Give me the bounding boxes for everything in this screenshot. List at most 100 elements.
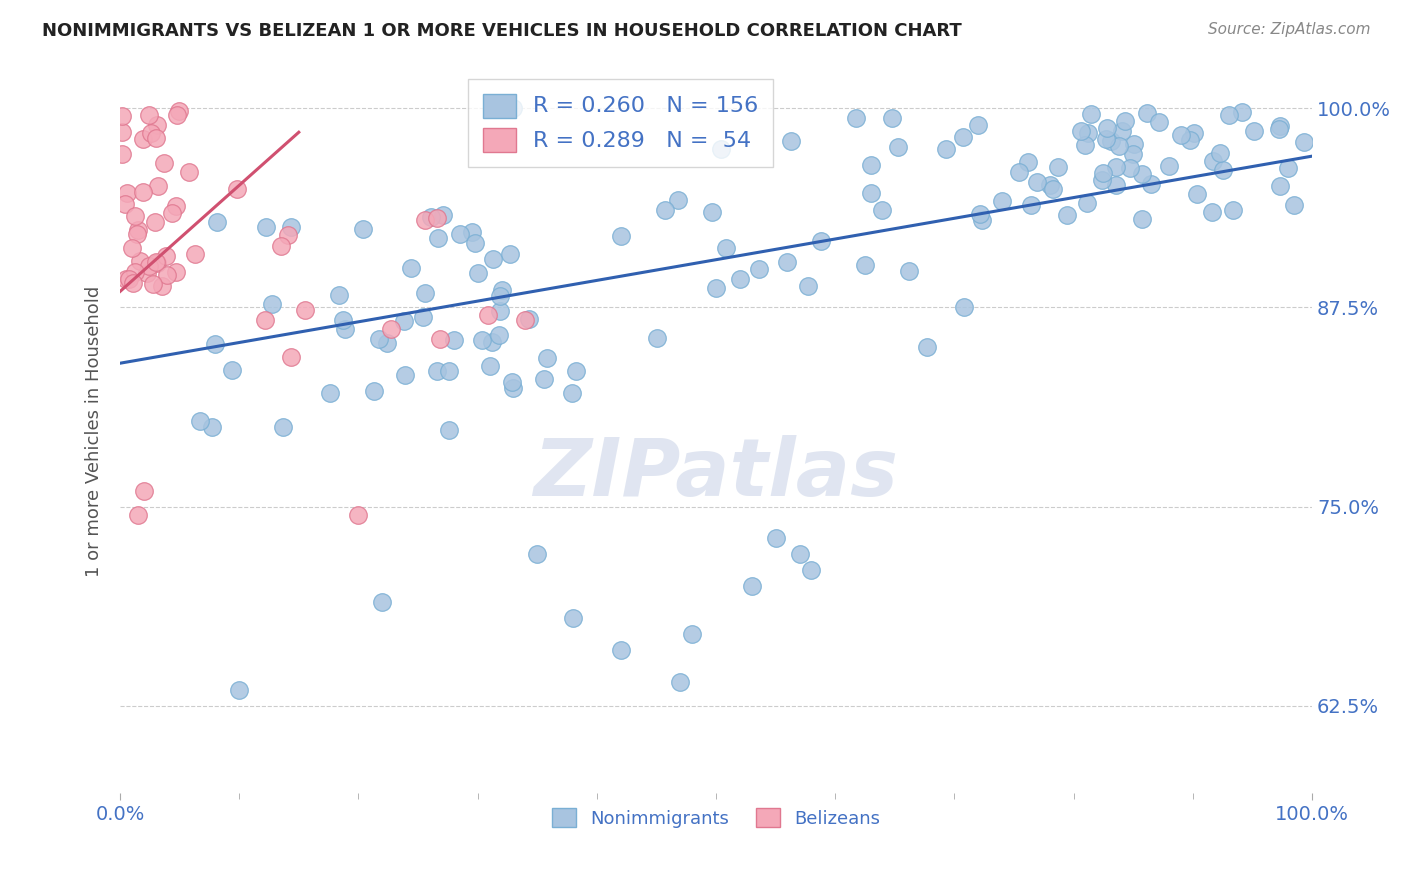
Point xyxy=(1136,106,1159,120)
Point xyxy=(1076,196,1098,211)
Point xyxy=(153,156,176,170)
Point xyxy=(127,223,149,237)
Point xyxy=(526,548,548,562)
Point xyxy=(160,206,183,220)
Point xyxy=(124,209,146,223)
Point xyxy=(970,212,993,227)
Point xyxy=(166,107,188,121)
Point xyxy=(859,158,882,172)
Point xyxy=(115,186,138,200)
Point xyxy=(367,332,389,346)
Text: Source: ZipAtlas.com: Source: ZipAtlas.com xyxy=(1208,22,1371,37)
Point xyxy=(969,207,991,221)
Point xyxy=(967,118,990,132)
Point xyxy=(1056,208,1078,222)
Point xyxy=(517,312,540,326)
Point xyxy=(666,193,689,207)
Point xyxy=(870,202,893,217)
Point xyxy=(654,202,676,217)
Point xyxy=(1095,121,1118,136)
Point xyxy=(1139,177,1161,191)
Point xyxy=(138,259,160,273)
Point xyxy=(1039,178,1062,193)
Point xyxy=(502,101,524,115)
Point xyxy=(499,247,522,261)
Point xyxy=(413,285,436,300)
Point xyxy=(127,508,149,522)
Point xyxy=(1122,146,1144,161)
Point xyxy=(1105,160,1128,174)
Point xyxy=(204,336,226,351)
Point xyxy=(669,674,692,689)
Point xyxy=(991,194,1014,209)
Point xyxy=(461,225,484,239)
Point xyxy=(443,334,465,348)
Point xyxy=(1277,161,1299,176)
Point xyxy=(482,252,505,266)
Point xyxy=(375,335,398,350)
Point xyxy=(437,423,460,437)
Point xyxy=(205,214,228,228)
Point xyxy=(132,483,155,498)
Point xyxy=(132,132,155,146)
Point xyxy=(681,627,703,641)
Point xyxy=(319,386,342,401)
Point xyxy=(917,340,939,354)
Point xyxy=(145,256,167,270)
Point xyxy=(800,563,823,577)
Point xyxy=(1218,108,1240,122)
Point xyxy=(118,271,141,285)
Point xyxy=(167,104,190,119)
Point xyxy=(1099,134,1122,148)
Point xyxy=(145,255,167,269)
Point xyxy=(426,211,449,225)
Point xyxy=(111,147,134,161)
Point xyxy=(132,185,155,199)
Point xyxy=(332,313,354,327)
Y-axis label: 1 or more Vehicles in Household: 1 or more Vehicles in Household xyxy=(86,285,103,576)
Point xyxy=(478,359,501,373)
Point xyxy=(129,254,152,268)
Point xyxy=(609,229,631,244)
Point xyxy=(150,278,173,293)
Point xyxy=(810,234,832,248)
Point xyxy=(399,261,422,276)
Point xyxy=(1294,135,1316,149)
Point xyxy=(1077,126,1099,140)
Point xyxy=(728,271,751,285)
Point xyxy=(426,231,449,245)
Point xyxy=(467,266,489,280)
Point xyxy=(114,197,136,211)
Point xyxy=(515,313,537,327)
Point xyxy=(352,222,374,236)
Point xyxy=(1111,124,1133,138)
Point xyxy=(887,140,910,154)
Point xyxy=(562,611,585,625)
Point xyxy=(561,386,583,401)
Point xyxy=(488,327,510,342)
Point xyxy=(450,227,472,241)
Point xyxy=(1046,160,1069,174)
Point xyxy=(1108,139,1130,153)
Point xyxy=(477,308,499,322)
Point xyxy=(142,277,165,291)
Point xyxy=(536,351,558,365)
Point xyxy=(1119,161,1142,176)
Point xyxy=(779,134,801,148)
Point xyxy=(1284,197,1306,211)
Point xyxy=(253,313,276,327)
Point xyxy=(471,333,494,347)
Point xyxy=(1114,114,1136,128)
Point xyxy=(201,420,224,434)
Point xyxy=(1074,137,1097,152)
Point xyxy=(645,331,668,345)
Point xyxy=(700,205,723,219)
Point xyxy=(145,131,167,145)
Point xyxy=(371,595,394,609)
Point xyxy=(221,362,243,376)
Point xyxy=(121,241,143,255)
Point xyxy=(1170,128,1192,142)
Point xyxy=(115,272,138,286)
Point xyxy=(270,239,292,253)
Point xyxy=(1091,173,1114,187)
